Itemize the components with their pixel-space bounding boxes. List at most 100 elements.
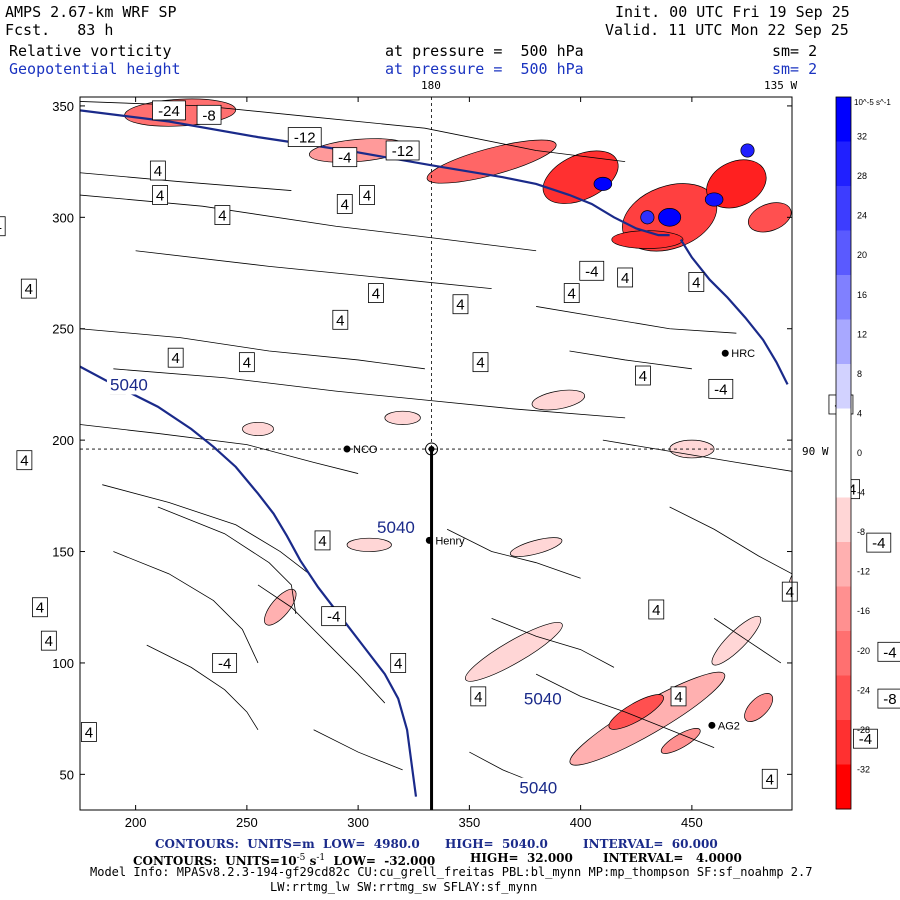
height-label-bg [520,688,565,709]
vorticity-fill [531,389,586,411]
vorticity-label-box [390,653,407,673]
vorticity-label: 4 [363,188,371,205]
vorticity-fill [509,537,563,557]
vorticity-fill [660,728,701,754]
colorbar-swatch [836,497,851,543]
vorticity-label: 4 [848,482,856,499]
colorbar-swatch [836,453,851,498]
colorbar-tick-label: -8 [857,527,865,537]
colorbar-tick-label: 28 [857,171,867,181]
vorticity-label: 4 [25,281,33,298]
vorticity-label: 4 [341,196,349,213]
y-tick-label: 250 [52,322,74,337]
y-tick-label: 150 [52,545,74,560]
field2-level: at pressure = 500 hPa [385,60,584,78]
vorticity-label: 4 [766,771,774,788]
colorbar-tick-label: -20 [857,646,870,656]
vorticity-label-box [332,309,349,330]
colorbar-tick-label: -24 [857,685,870,695]
vorticity-label: -4 [883,644,896,661]
vorticity-label-box [149,160,166,181]
lon-90w-label: 90 W [802,445,829,458]
colorbar-tick-label: -28 [857,725,870,735]
vorticity-contour [80,194,537,252]
vorticity-contour [102,484,310,575]
vorticity-label: 4 [394,655,402,672]
vorticity-label: -12 [392,143,414,160]
colorbar-swatch [836,186,851,231]
vorticity-fill [242,421,274,437]
x-tick-label: 350 [459,815,481,830]
init-time: Init. 00 UTC Fri 19 Sep 25 [615,3,850,21]
vorticity-label-box [635,365,651,386]
vorticity-label-box [877,641,900,662]
x-tick-label: 250 [236,815,258,830]
vorticity-label: 4 [218,208,226,225]
colorbar-tick-label: 32 [857,132,867,142]
forecast-hour: Fcst. 83 h [5,21,114,39]
colorbar-tick-label: 4 [857,408,862,418]
field2-smoothing: sm= 2 [772,60,818,78]
vorticity-fill [658,208,682,227]
station-marker [721,349,729,357]
height-label-bg [516,777,561,798]
vorticity-label-box [336,194,353,214]
vorticity-label-box [238,352,255,373]
colorbar-tick-label: -12 [857,567,870,577]
vorticity-label: 4 [45,633,53,650]
vorticity-fill [593,176,613,191]
vorticity-label-box [761,768,778,789]
vorticity-fill [264,588,297,626]
field2-name: Geopotential height [9,60,181,78]
colorbar-swatch [836,364,851,409]
footer-height-contours-b: HIGH= 5040.0 [445,837,548,851]
vorticity-label-box [877,688,900,709]
colorbar-swatch [836,631,851,676]
vorticity-label-box [470,686,487,707]
vorticity-contour [157,506,297,614]
vorticity-contour [313,729,403,771]
vorticity-label: 4 [692,274,700,291]
model-title: AMPS 2.67-km WRF SP [5,3,177,21]
vorticity-label-box [152,100,186,121]
footer-vort-a: CONTOURS: UNITS=10 [133,854,297,868]
vorticity-label: 4 [372,286,380,303]
station-label: Henry [435,535,465,547]
station-marker [708,721,716,729]
vorticity-label-box [688,272,705,292]
vorticity-label-box [332,147,358,168]
vorticity-label-box [16,450,33,471]
vorticity-label-box [314,530,331,551]
vorticity-label: -24 [158,103,180,120]
vorticity-label: 4 [20,453,28,470]
vorticity-fill [346,537,392,552]
vorticity-contour [569,350,692,370]
vorticity-contour [113,551,259,664]
vorticity-label-box [781,581,798,602]
footer-vort-contours: CONTOURS: UNITS=10-5 s-1 LOW= -32.000 [133,852,435,868]
vorticity-contour [80,328,425,370]
vorticity-contour [491,618,615,668]
vorticity-fill [740,143,755,158]
vorticity-label-box [214,205,231,225]
vorticity-label-box [563,283,580,303]
colorbar-tick-label: -16 [857,606,870,616]
vorticity-fill [611,230,684,249]
y-tick-label: 50 [60,767,74,782]
vorticity-label-box [708,378,734,399]
vorticity-contour [536,306,737,334]
vorticity-label: 4 [172,350,180,367]
vorticity-label-box [648,599,665,620]
vorticity-label: -4 [714,381,727,398]
vorticity-label: -4 [585,263,598,280]
vorticity-label: 4 [674,689,682,706]
footer-vort-b: s [305,854,317,868]
vorticity-contour [257,584,386,704]
colorbar-swatch [836,141,851,187]
vorticity-label: 4 [568,286,576,303]
vorticity-label-box [853,728,878,749]
vorticity-label: 4 [36,600,44,617]
footer-vort-exp: -5 [296,853,306,863]
colorbar-swatch [836,675,851,721]
